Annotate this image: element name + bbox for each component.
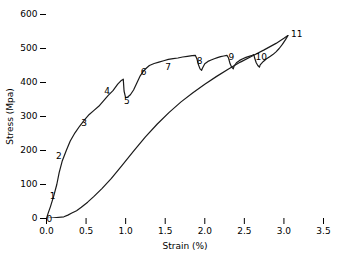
svg-text:1: 1 bbox=[50, 191, 56, 201]
svg-text:3.0: 3.0 bbox=[277, 226, 292, 236]
svg-text:2.5: 2.5 bbox=[237, 226, 251, 236]
svg-text:8: 8 bbox=[197, 56, 203, 66]
svg-text:3.5: 3.5 bbox=[316, 226, 330, 236]
svg-text:4: 4 bbox=[104, 86, 110, 96]
svg-text:2.0: 2.0 bbox=[198, 226, 213, 236]
svg-text:1.0: 1.0 bbox=[118, 226, 133, 236]
svg-text:500: 500 bbox=[20, 43, 37, 53]
svg-text:0.5: 0.5 bbox=[79, 226, 93, 236]
svg-text:5: 5 bbox=[124, 96, 130, 106]
svg-text:11: 11 bbox=[291, 29, 302, 39]
svg-text:Strain (%): Strain (%) bbox=[162, 241, 207, 251]
svg-text:10: 10 bbox=[255, 52, 267, 62]
svg-text:200: 200 bbox=[20, 145, 37, 155]
svg-text:9: 9 bbox=[229, 52, 235, 62]
svg-text:0.0: 0.0 bbox=[39, 226, 54, 236]
svg-text:7: 7 bbox=[165, 62, 171, 72]
svg-text:400: 400 bbox=[20, 77, 37, 87]
svg-text:300: 300 bbox=[20, 111, 37, 121]
svg-text:0: 0 bbox=[32, 213, 38, 223]
svg-text:100: 100 bbox=[20, 179, 37, 189]
svg-text:6: 6 bbox=[141, 67, 147, 77]
svg-text:600: 600 bbox=[20, 9, 37, 19]
svg-text:Stress (Mpa): Stress (Mpa) bbox=[5, 88, 15, 145]
svg-text:0: 0 bbox=[47, 214, 53, 224]
svg-text:1.5: 1.5 bbox=[158, 226, 172, 236]
svg-text:3: 3 bbox=[81, 118, 87, 128]
svg-text:2: 2 bbox=[56, 151, 62, 161]
